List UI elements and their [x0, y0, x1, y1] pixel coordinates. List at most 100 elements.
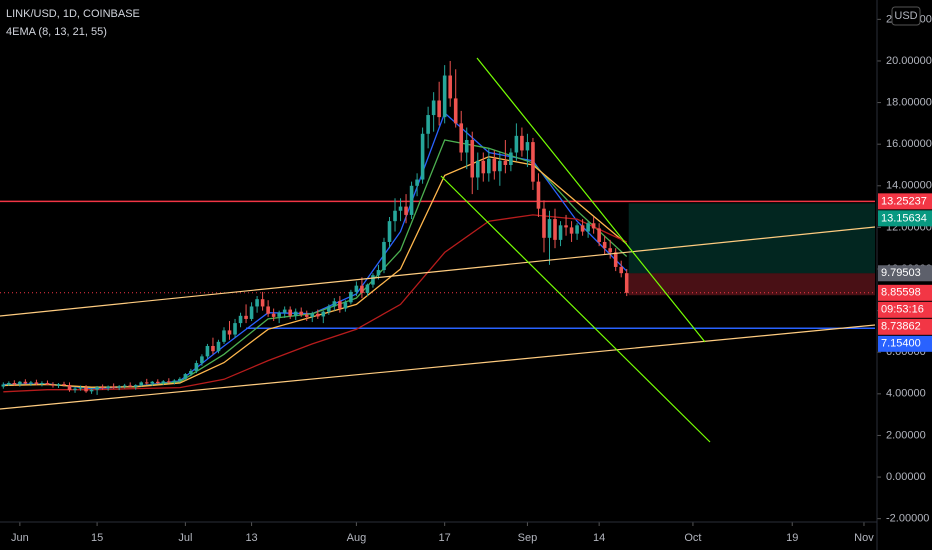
candle-body: [349, 291, 353, 303]
candle-body: [84, 387, 88, 392]
candle-body: [144, 382, 149, 384]
candle-body: [304, 314, 309, 317]
candle-body: [7, 383, 11, 385]
candle-body: [619, 266, 624, 274]
candle-body: [172, 380, 177, 383]
candle-body: [282, 309, 287, 313]
chart-title: LINK/USD, 1D, COINBASE: [6, 8, 140, 20]
x-tick-label: 15: [91, 532, 103, 544]
candle-body: [542, 208, 546, 238]
candle-body: [315, 313, 320, 317]
channel-line: [440, 175, 711, 443]
candle-body: [525, 142, 530, 151]
y-tick-label: 0.00000: [886, 471, 926, 483]
candle-body: [12, 383, 17, 385]
candle-body: [45, 383, 50, 385]
candle-body: [354, 285, 359, 292]
drawings: [0, 57, 876, 443]
candle-body: [299, 311, 304, 315]
candle-body: [106, 386, 110, 389]
candle-body: [310, 313, 315, 317]
candle-body: [178, 378, 182, 381]
candle-body: [155, 381, 160, 384]
price-badge-bg: [878, 318, 932, 335]
candle-body: [89, 389, 94, 392]
candle-body: [51, 384, 55, 386]
candle-body: [1, 384, 6, 387]
candle-body: [128, 385, 133, 387]
x-tick-label: Nov: [854, 532, 874, 544]
candle-body: [514, 135, 519, 153]
candle-body: [100, 387, 105, 389]
currency-button: [891, 6, 921, 26]
y-tick-label: 4.00000: [886, 388, 926, 400]
candle-body: [277, 312, 281, 317]
candle-body: [338, 301, 342, 309]
candle-body: [475, 160, 480, 178]
price-badge-bg: [878, 284, 932, 301]
candle-body: [194, 363, 199, 371]
channel-line: [476, 57, 706, 343]
x-tick-label: Oct: [684, 532, 701, 544]
x-tick-label: 13: [245, 532, 257, 544]
x-tick-label: Aug: [347, 532, 367, 544]
y-tick-label: 2.00000: [886, 429, 926, 441]
ema-line: [3, 156, 628, 388]
candle-body: [73, 388, 77, 391]
candle-body: [431, 100, 436, 116]
candle-body: [393, 210, 397, 222]
price-badge: 9.79503: [881, 267, 921, 279]
candle-body: [161, 381, 166, 384]
candle-body: [597, 228, 601, 242]
x-tick-label: Jun: [11, 532, 29, 544]
candle-body: [365, 284, 370, 293]
candle-body: [624, 273, 629, 293]
candle-body: [227, 330, 232, 335]
candle-body: [56, 384, 61, 386]
trend-line: [0, 226, 876, 317]
candle-body: [67, 385, 72, 391]
candle-body: [40, 383, 44, 385]
candle-body: [78, 387, 83, 389]
candle-body: [426, 115, 430, 134]
candle-body: [321, 311, 326, 317]
price-badge: 13.25237: [881, 195, 927, 207]
x-tick-label: Jul: [178, 532, 192, 544]
candle-body: [327, 306, 331, 312]
candle-body: [29, 382, 33, 384]
candle-body: [293, 311, 298, 316]
candle-body: [233, 323, 237, 335]
price-badge: 7.15400: [881, 338, 921, 350]
price-badge-bg: [878, 210, 932, 227]
y-tick-label: 18.00000: [886, 96, 932, 108]
candle-body: [591, 223, 596, 229]
candle-body: [470, 140, 475, 178]
candle-body: [398, 206, 403, 211]
candle-body: [580, 225, 585, 232]
candle-body: [613, 252, 618, 267]
candle-body: [260, 299, 265, 307]
candle-body: [211, 345, 215, 352]
candle-body: [487, 158, 491, 174]
candle-body: [288, 309, 292, 316]
candle-body: [553, 219, 557, 240]
candle-body: [547, 219, 552, 238]
x-tick-label: Sep: [518, 532, 538, 544]
price-badge-bg: [878, 193, 932, 210]
candle-body: [95, 387, 99, 390]
candle-body: [62, 384, 66, 386]
candle-body: [464, 140, 469, 153]
price-badge-bg: [878, 265, 932, 282]
target-zone: [628, 203, 875, 274]
stop-zone: [628, 273, 875, 296]
candle-body: [238, 315, 243, 324]
countdown-badge: 09:53:16: [881, 304, 924, 316]
candle-body: [415, 179, 419, 186]
candle-body: [520, 135, 524, 151]
candle-body: [200, 356, 204, 364]
candle-body: [216, 341, 221, 352]
candle-body: [332, 301, 337, 307]
candle-body: [586, 223, 590, 232]
